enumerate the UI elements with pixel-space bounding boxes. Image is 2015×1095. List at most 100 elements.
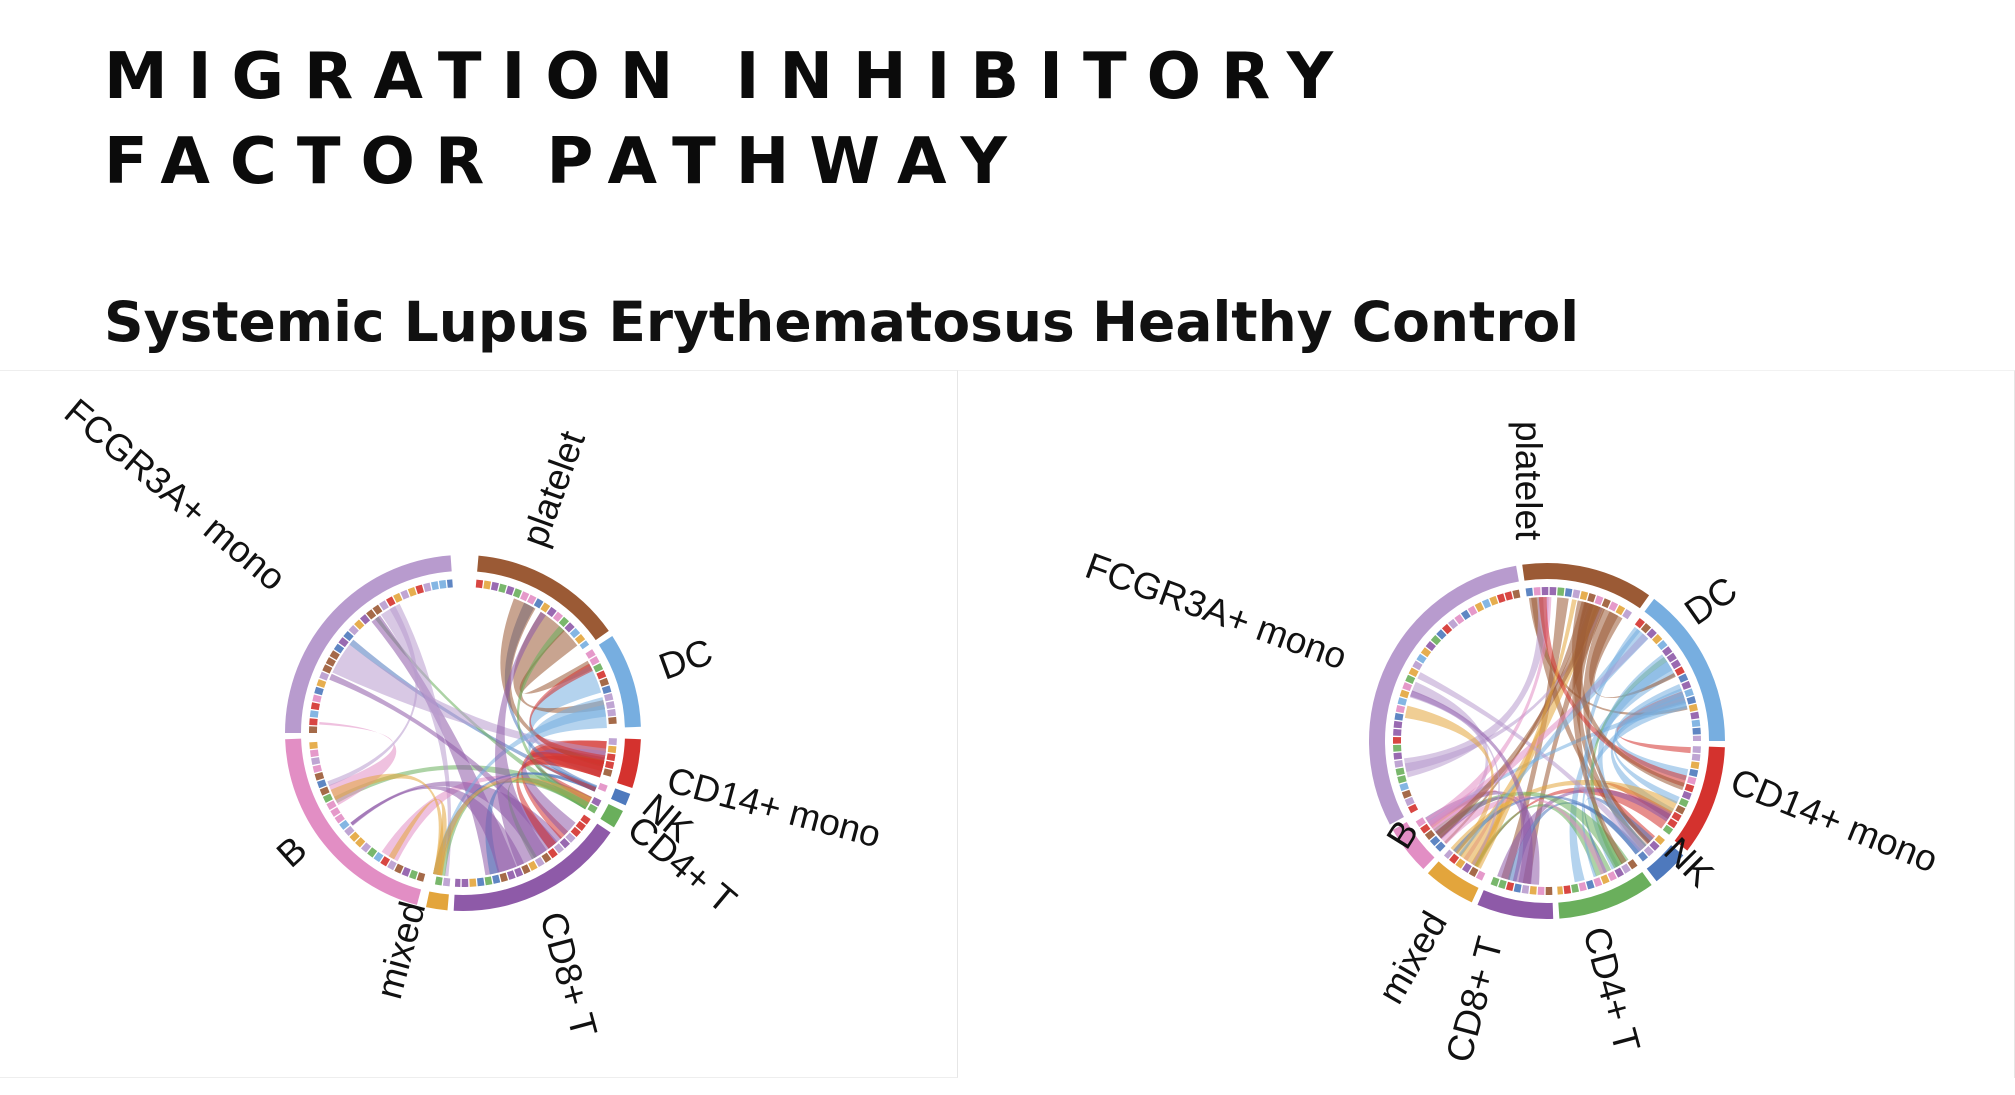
hc-ribbon-dc bbox=[1597, 654, 1673, 853]
hc-sector-platelet bbox=[1522, 563, 1650, 609]
sle-label-cd8-t: CD8+ T bbox=[532, 907, 605, 1041]
sle-inner-tick-cd8-t bbox=[553, 843, 565, 854]
hc-sector-dc bbox=[1644, 598, 1725, 741]
sle-inner-tick-platelet bbox=[564, 622, 575, 633]
sle-inner-tick-fcgr3a-mono bbox=[316, 679, 327, 688]
hc-inner-tick-b bbox=[1415, 817, 1426, 828]
hc-ribbon-nk bbox=[1453, 795, 1642, 855]
hc-inner-tick-fcgr3a-mono bbox=[1402, 682, 1413, 692]
hc-ribbon-platelet bbox=[1589, 611, 1676, 699]
sle-inner-tick-nk bbox=[597, 782, 608, 792]
hc-inner-tick-fcgr3a-mono bbox=[1425, 640, 1436, 652]
hc-inner-tick-dc bbox=[1652, 634, 1663, 645]
hc-ribbon-cd4-t bbox=[1433, 791, 1629, 869]
sle-inner-tick-platelet bbox=[579, 640, 590, 650]
hc-label-mixed: mixed bbox=[1370, 905, 1455, 1011]
hc-inner-tick-platelet bbox=[1594, 595, 1604, 606]
sle-inner-tick-platelet bbox=[498, 583, 507, 594]
sle-inner-tick-fcgr3a-mono bbox=[309, 718, 318, 726]
sle-inner-tick-dc bbox=[605, 700, 615, 709]
hc-inner-tick-platelet bbox=[1533, 587, 1541, 596]
sle-inner-tick-fcgr3a-mono bbox=[333, 643, 345, 654]
hc-sector-cd4-t bbox=[1558, 872, 1652, 919]
sle-sector-mixed bbox=[425, 891, 449, 911]
hc-inner-tick-nk bbox=[1654, 834, 1665, 846]
hc-inner-tick-cd14-mono bbox=[1675, 805, 1686, 815]
hc-inner-tick-cd4-t bbox=[1600, 874, 1610, 885]
hc-inner-tick-mixed bbox=[1462, 862, 1472, 874]
hc-inner-tick-mixed bbox=[1449, 853, 1460, 864]
sle-inner-tick-b bbox=[360, 842, 372, 853]
sle-inner-tick-b bbox=[349, 831, 360, 842]
sle-inner-tick-b bbox=[314, 772, 325, 781]
sle-inner-tick-b bbox=[416, 872, 426, 882]
hc-inner-tick-b bbox=[1424, 829, 1436, 840]
hc-inner-tick-dc bbox=[1684, 688, 1694, 698]
hc-inner-tick-fcgr3a-mono bbox=[1430, 634, 1442, 646]
sle-label-fcgr3a-mono: FCGR3A+ mono bbox=[57, 391, 294, 599]
hc-inner-tick-platelet bbox=[1525, 587, 1534, 597]
hc-inner-tick-fcgr3a-mono bbox=[1395, 705, 1406, 714]
sle-inner-tick-cd8-t bbox=[559, 838, 570, 849]
sle-sector-b bbox=[285, 738, 422, 905]
hc-inner-tick-mixed bbox=[1475, 870, 1486, 881]
sle-sector-fcgr3a-mono bbox=[285, 555, 452, 733]
hc-inner-tick-platelet bbox=[1557, 587, 1565, 596]
hc-ribbon-b bbox=[1427, 633, 1649, 835]
hc-inner-tick-fcgr3a-mono bbox=[1416, 653, 1427, 664]
hc-inner-tick-cd8-t bbox=[1505, 881, 1515, 892]
sle-label-dc: DC bbox=[654, 631, 718, 688]
hc-inner-tick-fcgr3a-mono bbox=[1399, 782, 1409, 792]
hc-sector-cd14-mono bbox=[1674, 746, 1725, 851]
hc-inner-tick-nk bbox=[1649, 840, 1660, 851]
hc-inner-tick-fcgr3a-mono bbox=[1441, 623, 1453, 635]
sle-inner-tick-platelet bbox=[475, 579, 484, 589]
sle-inner-tick-b bbox=[344, 825, 355, 837]
sle-ribbon-cd8-t bbox=[350, 786, 525, 873]
sle-sector-nk bbox=[610, 788, 631, 806]
hc-inner-tick-fcgr3a-mono bbox=[1397, 775, 1407, 784]
hc-inner-tick-cd4-t bbox=[1586, 879, 1595, 890]
hc-label-cd4-t: CD4+ T bbox=[1575, 922, 1648, 1056]
sle-subtitle: Systemic Lupus Erythematosus bbox=[104, 290, 1075, 354]
hc-inner-tick-fcgr3a-mono bbox=[1467, 605, 1478, 616]
hc-inner-tick-fcgr3a-mono bbox=[1393, 720, 1403, 729]
sle-inner-tick-dc bbox=[599, 677, 610, 687]
hc-label-nk: NK bbox=[1656, 829, 1722, 895]
sle-inner-tick-b bbox=[334, 813, 345, 824]
sle-inner-tick-fcgr3a-mono bbox=[359, 614, 371, 625]
sle-inner-tick-platelet bbox=[558, 616, 570, 628]
sle-ribbons bbox=[319, 598, 607, 877]
hc-inner-tick-fcgr3a-mono bbox=[1394, 712, 1404, 721]
hc-inner-tick-platelet bbox=[1601, 598, 1611, 609]
sle-inner-tick-b bbox=[319, 786, 330, 796]
hc-inner-tick-dc bbox=[1646, 628, 1657, 639]
sle-inner-tick-cd8-t bbox=[506, 870, 516, 880]
hc-inner-tick-platelet bbox=[1549, 587, 1557, 596]
hc-inner-tick-cd8-t bbox=[1529, 886, 1537, 895]
sle-inner-tick-mixed bbox=[442, 877, 451, 887]
hc-inner-tick-dc bbox=[1690, 711, 1700, 720]
hc-inner-tick-cd14-mono bbox=[1692, 746, 1701, 754]
hc-inner-tick-platelet bbox=[1564, 588, 1573, 598]
sle-inner-tick-platelet bbox=[552, 611, 564, 622]
sle-ribbon-fcgr3a-mono bbox=[332, 644, 607, 758]
hc-ribbon-platelet bbox=[1572, 602, 1627, 865]
sle-inner-tick-b bbox=[373, 851, 384, 863]
hc-inner-tick-cd4-t bbox=[1578, 882, 1587, 892]
hc-inner-tick-cd8-t bbox=[1498, 879, 1507, 890]
hc-inner-tick-fcgr3a-mono bbox=[1399, 689, 1410, 699]
hc-inner-tick-dc bbox=[1670, 659, 1682, 670]
sle-inner-tick-b bbox=[326, 800, 337, 810]
sle-label-cd14-mono: CD14+ mono bbox=[663, 759, 885, 855]
hc-inner-tick-dc bbox=[1640, 623, 1652, 634]
hc-inner-tick-dc bbox=[1666, 652, 1677, 663]
hc-inner-tick-cd14-mono bbox=[1678, 798, 1689, 808]
hc-inner-tick-fcgr3a-mono bbox=[1460, 609, 1471, 620]
sle-inner-tick-b bbox=[309, 741, 318, 750]
hc-inner-tick-cd8-t bbox=[1537, 886, 1545, 895]
sle-ribbon-cd8-t bbox=[494, 611, 547, 867]
